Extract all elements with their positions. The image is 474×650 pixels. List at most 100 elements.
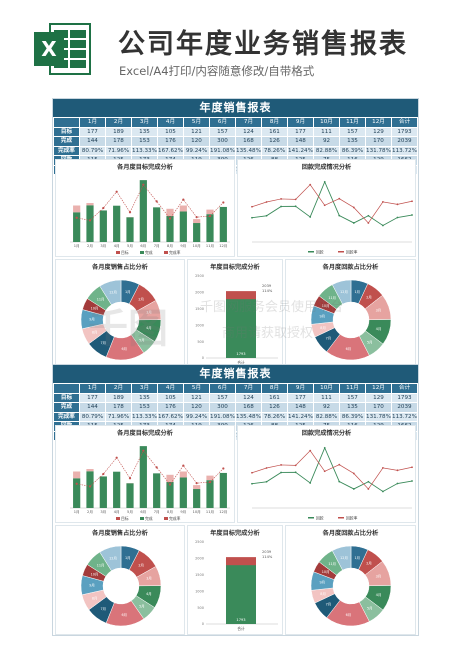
table-cell: 177 <box>287 126 314 137</box>
slice-label: 3月 <box>376 575 382 579</box>
table-cell: 126 <box>261 136 288 147</box>
rate-line <box>76 184 224 221</box>
table-cell: 99.24% <box>183 145 210 156</box>
bar-done <box>153 207 161 242</box>
table-row: 完成率 80.79% 71.96% 113.33% 167.62% 99.24% 191.0… <box>53 411 418 422</box>
bar-done <box>179 477 187 508</box>
table-cell: 105 <box>157 392 184 403</box>
table-cell: 148 <box>287 136 314 147</box>
payment-chart: 回款 回款率 <box>251 446 413 521</box>
sheet-title: 年度销售报表 <box>53 99 418 117</box>
bar-done <box>126 483 134 508</box>
payment-line <box>251 180 413 226</box>
bar-done <box>193 223 201 242</box>
x-tick-label: 12月 <box>219 243 227 248</box>
column-header: 1月 <box>79 117 106 128</box>
table-cell: 141.24% <box>287 411 314 422</box>
legend-swatch <box>140 517 144 520</box>
chart-title: 各月度销售占比分析 <box>92 530 148 537</box>
bar-done <box>166 482 174 508</box>
column-header: 12月 <box>365 117 392 128</box>
slice-label: 5月 <box>367 606 373 610</box>
column-header: 6月 <box>209 117 236 128</box>
payment-share-chart: 1月 2月 3月 4月 5月 6月 7月 8月 9月 10月 11月 12月 <box>310 279 392 361</box>
table-cell: 92 <box>313 136 340 147</box>
payment-share-chart: 1月 2月 3月 4月 5月 6月 7月 8月 9月 10月 11月 12月 <box>310 545 392 627</box>
slice-label: 7月 <box>100 607 106 611</box>
y-tick-label: 1500 <box>195 307 204 311</box>
column-header: 4月 <box>157 383 184 394</box>
bar-done <box>86 205 94 242</box>
x-tick-label: 7月 <box>154 509 160 514</box>
table-cell: 177 <box>79 126 106 137</box>
watermark-line-1: 千图网服务会员使用平台 <box>200 300 344 315</box>
sheet-title: 年度销售报表 <box>53 365 418 383</box>
payment-rate-line <box>251 450 413 490</box>
slice-label: 11月 <box>97 564 105 568</box>
table-cell: 131.78% <box>365 145 392 156</box>
legend-swatch <box>116 251 120 254</box>
bar-target-gap <box>86 203 94 206</box>
sales-share-panel: 各月度销售占比分析 1月 2月 3月 4月 5月 6月 7月 8月 9月 10月 11月 12月 <box>55 525 185 635</box>
table-cell: 71.96% <box>105 411 132 422</box>
slice-label: 8月 <box>320 326 326 330</box>
table-cell: 82.88% <box>313 145 340 156</box>
payment-panel: 回款完成情况分析 回款 回款率 <box>237 159 416 257</box>
ring-slice <box>99 545 122 572</box>
bar-done <box>113 471 121 508</box>
table-cell: 105 <box>157 126 184 137</box>
column-header: 7月 <box>235 383 262 394</box>
ring-slice <box>331 279 352 305</box>
table-cell: 176 <box>157 136 184 147</box>
bar-done <box>206 214 214 242</box>
ring-slice <box>331 545 352 571</box>
table-cell: 191.08% <box>209 145 236 156</box>
charts-row-1: 各月度目标完成分析 1月 2月 3月 4月 5月 6月 7月 8月 9月 10月 11月 12月 目标 完成… <box>53 425 418 523</box>
row-label: 完成 <box>53 136 80 147</box>
table-cell: 80.79% <box>79 411 106 422</box>
table-cell: 113.72% <box>391 145 418 156</box>
table-cell: 176 <box>157 402 184 413</box>
legend-swatch <box>338 517 344 519</box>
slice-label: 1月 <box>354 556 360 560</box>
payment-share-panel: 各月度回款占比分析 1月 2月 3月 4月 5月 6月 7月 8月 9月 10月 11月 12月 <box>285 525 416 635</box>
legend-label: 回款 <box>316 516 324 521</box>
slice-label: 12月 <box>340 290 348 294</box>
x-tick-label: 12月 <box>219 509 227 514</box>
x-tick-label: 3月 <box>100 243 106 248</box>
slice-label: 1月 <box>125 290 131 294</box>
column-header: 合计 <box>391 117 418 128</box>
table-cell: 129 <box>365 392 392 403</box>
row-label: 完成 <box>53 402 80 413</box>
x-tick-label: 3月 <box>100 509 106 514</box>
table-cell: 170 <box>365 136 392 147</box>
slice-label: 6月 <box>121 613 127 617</box>
row-label: 完成率 <box>53 411 80 422</box>
x-tick-label: 10月 <box>193 243 201 248</box>
bar-done <box>179 211 187 242</box>
bar-target-gap <box>179 471 187 478</box>
rate-point <box>75 482 78 485</box>
table-cell: 1793 <box>391 392 418 403</box>
legend-label: 回款 <box>316 250 324 255</box>
rate-point <box>75 216 78 219</box>
table-cell: 189 <box>105 392 132 403</box>
table-cell: 170 <box>365 402 392 413</box>
column-header: 3月 <box>131 383 158 394</box>
column-header: 4月 <box>157 117 184 128</box>
row-label: 目标 <box>53 126 80 137</box>
table-cell: 120 <box>183 136 210 147</box>
table-cell: 2039 <box>391 402 418 413</box>
slice-label: 7月 <box>100 341 106 345</box>
bar-target-gap <box>193 219 201 224</box>
table-cell: 161 <box>261 392 288 403</box>
x-tick-label: 9月 <box>180 243 186 248</box>
legend-label: 目标 <box>121 516 129 521</box>
legend-swatch <box>164 251 168 254</box>
x-tick-label: 4月 <box>114 243 120 248</box>
charts-row-2: 各月度销售占比分析 1月 2月 3月 4月 5月 6月 7月 8月 9月 10月 11月 12月 年度目标… <box>53 259 418 369</box>
slice-label: 6月 <box>346 347 352 351</box>
slice-label: 12月 <box>109 290 117 294</box>
x-tick-label: 1月 <box>74 243 80 248</box>
